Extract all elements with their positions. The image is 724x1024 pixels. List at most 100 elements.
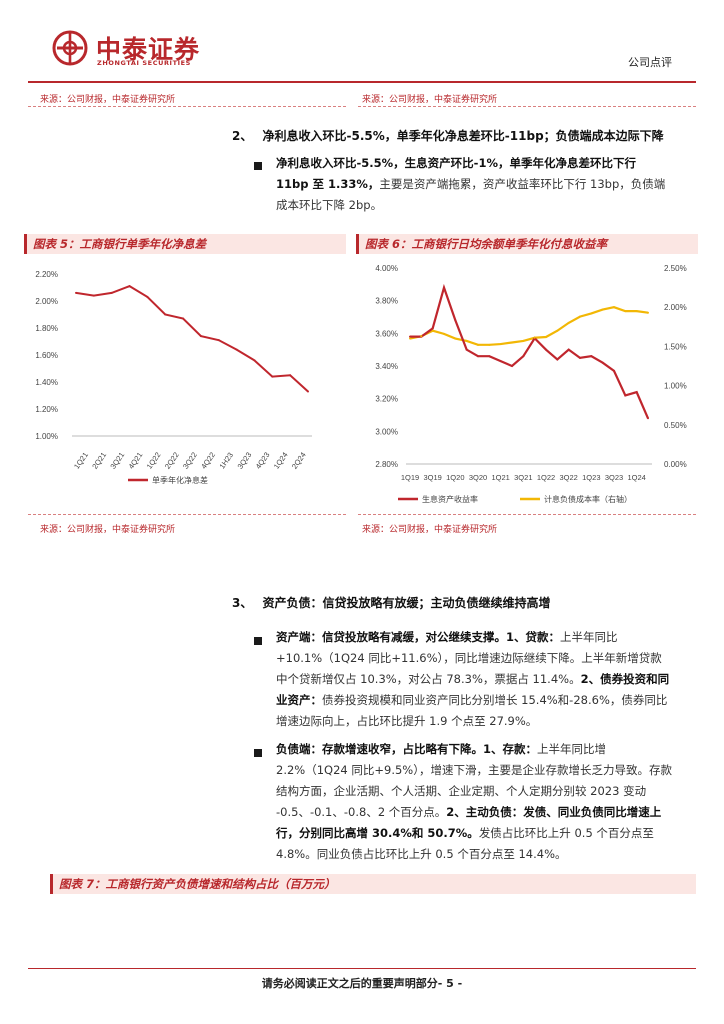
header-rule xyxy=(28,81,696,83)
x-tick-label: 4Q21 xyxy=(127,450,145,470)
liability-text-2: 发债占比环比上升 0.5 个百分点至 4.8%。同业负债占比环比上升 0.5 个… xyxy=(276,826,654,861)
yield-data-point xyxy=(499,360,502,363)
x-tick-label: 1Q20 xyxy=(446,473,464,482)
yield-data-point xyxy=(624,394,627,397)
y-right-tick-label: 2.00% xyxy=(664,303,687,312)
figure-7-title: 图表 7：工商银行资产负债增速和结构占比（百万元） xyxy=(59,877,336,891)
x-tick-label: 3Q21 xyxy=(108,450,126,470)
bullet-icon xyxy=(254,637,262,645)
asset-bold-1: 资产端：信贷投放略有减缓，对公继续支撑。1、贷款： xyxy=(276,630,560,644)
section-number: 3、 xyxy=(232,596,253,610)
x-tick-label: 3Q21 xyxy=(514,473,532,482)
yield-cost-line-chart: 2.80% 3.00% 3.20% 3.40% 3.60% 3.80% 4.00% 0.00%… xyxy=(375,264,687,504)
section-title: 净利息收入环比-5.5%，单季年化净息差环比-11bp；负债端成本边际下降 xyxy=(262,129,664,143)
figure-5-title: 图表 5：工商银行单季年化净息差 xyxy=(33,237,207,251)
x-tick-label: 3Q22 xyxy=(559,473,577,482)
x-tick-label: 1Q21 xyxy=(491,473,509,482)
x-tick-label: 2Q22 xyxy=(163,450,181,470)
y-right-tick-label: 1.50% xyxy=(664,342,687,351)
bullet-icon xyxy=(254,749,262,757)
cost-data-point xyxy=(590,312,593,315)
legend-label-nim: 单季年化净息差 xyxy=(152,475,208,485)
cost-data-point xyxy=(613,306,615,309)
y-left-tick-label: 3.80% xyxy=(375,297,398,306)
y-tick-label: 2.00% xyxy=(35,297,58,306)
y-tick-label: 1.00% xyxy=(35,432,58,441)
x-tick-label: 1Q24 xyxy=(272,450,290,470)
footer-rule xyxy=(28,968,696,969)
x-tick-label: 3Q20 xyxy=(469,473,487,482)
cost-data-point xyxy=(443,332,445,335)
cost-data-point xyxy=(522,339,525,342)
y-right-tick-label: 2.50% xyxy=(664,264,687,273)
x-tick-label: 1Q21 xyxy=(72,450,90,470)
asset-bold-2: 2、债券投资和同业资产： xyxy=(276,672,670,707)
cost-data-point xyxy=(579,315,581,318)
y-left-tick-label: 3.20% xyxy=(375,395,398,404)
y-left-tick-label: 3.40% xyxy=(375,362,398,371)
nim-data-point xyxy=(271,375,274,378)
y-left-tick-label: 3.60% xyxy=(375,329,398,338)
legend-label-cost: 计息负债成本率（右轴） xyxy=(544,494,632,504)
source-divider xyxy=(28,106,346,107)
yield-data-point xyxy=(567,348,570,351)
cost-data-point xyxy=(567,321,570,324)
x-tick-label: 1Q22 xyxy=(537,473,555,482)
nim-line-chart: 1.00%1.20%1.40%1.60%1.80%2.00%2.20%1Q21 2… xyxy=(35,270,312,485)
section-title: 资产负债：信贷投放略有放缓；主动负债继续维持高增 xyxy=(262,596,551,610)
yield-data-point xyxy=(431,327,434,330)
cost-data-point xyxy=(601,308,604,311)
nim-data-point xyxy=(307,390,309,393)
footer-disclaimer: 请务必阅读正文之后的重要声明部分- 5 - xyxy=(261,977,463,990)
cost-data-point xyxy=(499,343,502,346)
logo-text-cn: 中泰证券 xyxy=(96,35,201,64)
nim-data-point xyxy=(182,317,185,320)
nim-data-point xyxy=(92,294,95,297)
yield-data-point xyxy=(477,355,479,358)
x-tick-label: 1Q24 xyxy=(627,473,645,482)
x-tick-label: 1Q22 xyxy=(145,450,163,470)
y-left-tick-label: 3.00% xyxy=(375,427,398,436)
nim-data-point xyxy=(199,335,202,338)
bullet-icon xyxy=(254,162,262,170)
cost-data-point xyxy=(477,343,479,346)
yield-data-point xyxy=(647,417,649,420)
yield-data-point xyxy=(511,365,513,367)
nim-data-point xyxy=(75,291,77,294)
nim-data-point xyxy=(110,291,113,294)
nim-data-point xyxy=(217,339,220,342)
prev-fig-source-left: 来源：公司财报，中泰证券研究所 xyxy=(40,95,176,105)
nim-data-point xyxy=(235,348,238,351)
x-tick-label: 3Q19 xyxy=(423,473,441,482)
y-right-tick-label: 1.00% xyxy=(664,382,687,391)
yield-data-point xyxy=(613,369,615,372)
y-tick-label: 2.20% xyxy=(35,270,58,279)
liability-side-paragraph: 负债端：存款增速收窄，占比略有下降。1、存款：上半年同比增 2.2%（1Q24 … xyxy=(276,739,672,865)
yield-data-point xyxy=(601,361,604,364)
x-tick-label: 2Q21 xyxy=(90,450,108,470)
y-right-tick-label: 0.50% xyxy=(664,421,687,430)
cost-data-point xyxy=(545,335,547,338)
cost-data-point xyxy=(488,343,491,346)
figure-6-title: 图表 6：工商银行日均余额单季年化付息收益率 xyxy=(365,237,608,251)
source-divider xyxy=(358,106,696,107)
cost-data-point xyxy=(647,311,649,314)
x-tick-label: 1H23 xyxy=(217,451,235,471)
bullet-body-text: 主要是资产端拖累，资产收益率环比下行 13bp，负债端成本环比下降 2bp。 xyxy=(276,177,666,212)
yield-data-point xyxy=(443,286,445,289)
x-tick-label: 2Q24 xyxy=(290,450,308,470)
bullet-bold-text: 净利息收入环比-5.5%，生息资产环比-1%，单季年化净息差环比下行 11bp … xyxy=(276,156,636,191)
figure-7-title-bar: 图表 7：工商银行资产负债增速和结构占比（百万元） xyxy=(50,874,696,894)
section-2-bullet-paragraph: 净利息收入环比-5.5%，生息资产环比-1%，单季年化净息差环比下行 11bp … xyxy=(276,153,672,216)
liability-bold-1: 负债端：存款增速收窄，占比略有下降。1、存款： xyxy=(276,742,537,756)
x-tick-label: 4Q22 xyxy=(199,450,217,470)
nim-data-point xyxy=(164,313,167,316)
nim-series-line xyxy=(75,285,309,393)
y-right-tick-label: 0.00% xyxy=(664,460,687,469)
nim-data-point xyxy=(289,374,292,377)
yield-data-point xyxy=(590,355,593,358)
figure-6-title-bar: 图表 6：工商银行日均余额单季年化付息收益率 xyxy=(356,234,698,254)
cost-data-point xyxy=(635,310,638,313)
yield-data-point xyxy=(635,391,638,394)
yield-data-point xyxy=(545,348,547,351)
